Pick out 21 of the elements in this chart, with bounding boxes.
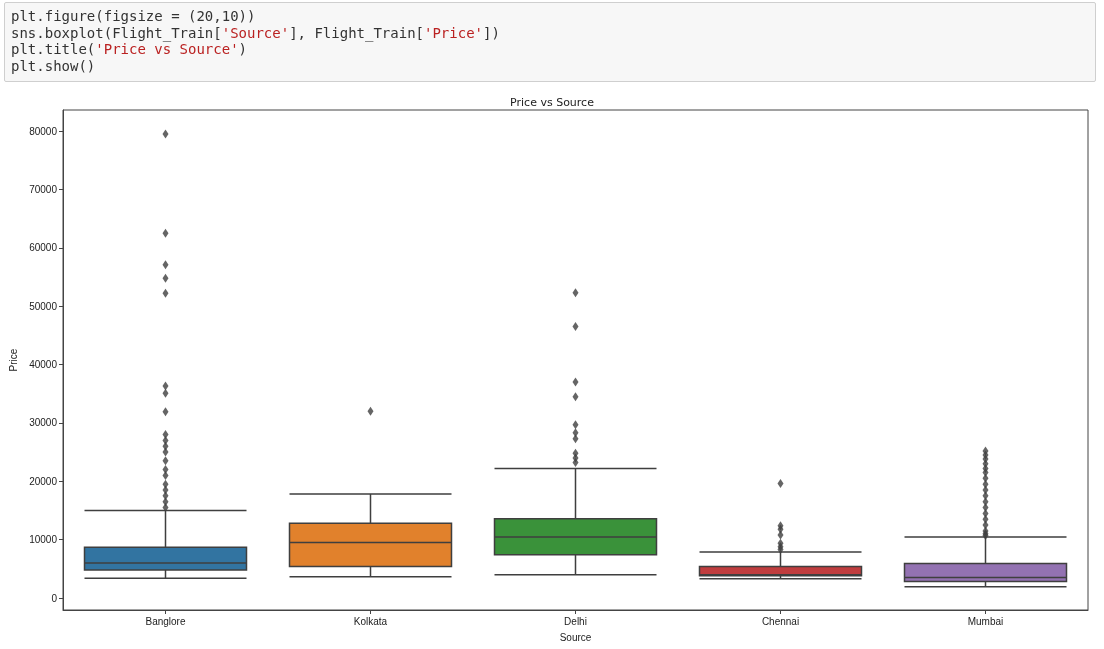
x-tick-label: Delhi bbox=[564, 615, 587, 627]
y-tick-label: 80000 bbox=[29, 125, 58, 137]
text: plt.figure(figsize = (20,10)) bbox=[11, 8, 257, 25]
y-axis-title: Price bbox=[7, 348, 19, 372]
x-axis-title: Source bbox=[559, 631, 592, 643]
y-tick-label: 60000 bbox=[29, 242, 58, 254]
y-tick-label: 0 bbox=[51, 592, 58, 604]
y-tick-label: 40000 bbox=[29, 359, 58, 371]
x-tick-label: Chennai bbox=[761, 615, 800, 627]
y-tick-label: 10000 bbox=[29, 534, 58, 546]
chart-title: Price vs Source bbox=[510, 96, 595, 109]
y-tick-label: 20000 bbox=[29, 475, 58, 487]
x-tick-label: Mumbai bbox=[967, 615, 1004, 627]
text: sns.boxplot(Flight_Train['Source'], Flight_Train['Price']) bbox=[11, 24, 501, 41]
text: plt.title('Price vs Source') bbox=[11, 41, 249, 58]
y-tick-label: 30000 bbox=[29, 417, 58, 429]
text: plt.show() bbox=[11, 57, 97, 74]
x-tick-label: Kolkata bbox=[353, 615, 388, 627]
y-tick-label: 70000 bbox=[29, 183, 58, 195]
x-tick-label: Banglore bbox=[145, 615, 186, 627]
y-tick-label: 50000 bbox=[29, 300, 58, 312]
